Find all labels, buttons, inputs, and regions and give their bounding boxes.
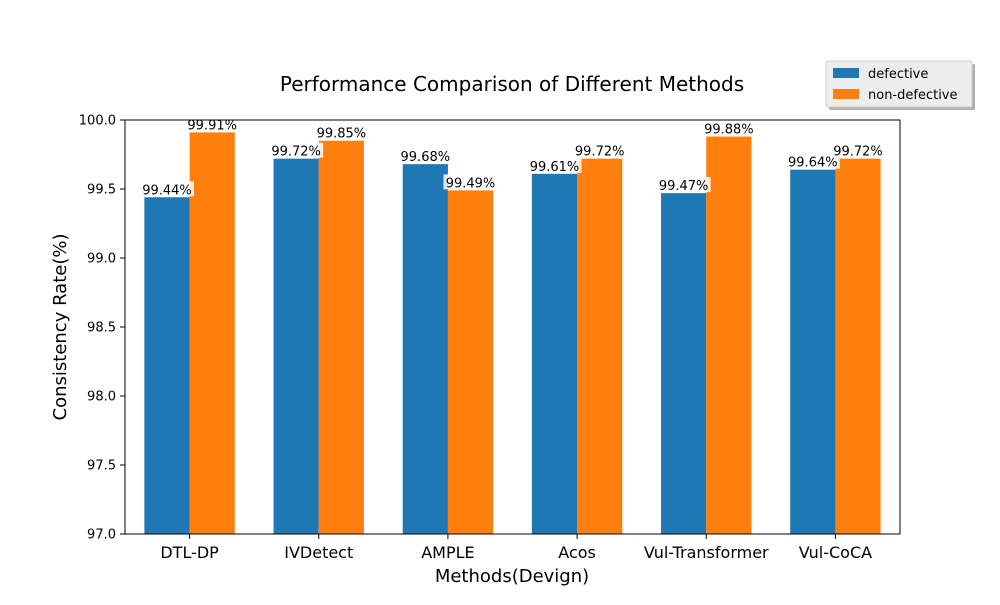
bar-defective-Vul-CoCA xyxy=(790,169,836,534)
plot-frame xyxy=(124,119,901,535)
data-label-non-defective-Vul-CoCA: 99.72% xyxy=(833,145,883,160)
y-tick-label: 97.0 xyxy=(87,528,116,543)
bar-defective-Acos xyxy=(531,173,578,534)
data-label-bg xyxy=(831,142,886,158)
x-tick-label: Vul-CoCA xyxy=(799,543,872,562)
data-label-bg xyxy=(269,142,324,158)
legend: defective non-defective xyxy=(825,60,975,110)
y-tick-label: 100.0 xyxy=(79,114,116,129)
data-label-defective-DTL-DP: 99.44% xyxy=(142,183,192,198)
data-label-non-defective-Vul-Transformer: 99.88% xyxy=(704,123,754,138)
bar-non-defective-AMPLE xyxy=(447,190,494,534)
x-tick-label: AMPLE xyxy=(421,543,474,562)
y-tick-label: 98.5 xyxy=(87,321,116,336)
data-label-bg xyxy=(527,157,582,173)
x-tick-label: DTL-DP xyxy=(160,543,219,562)
plot-area: 99.44% 99.72% 99.68% 99.61% 99.47% 99.64% 99.9… xyxy=(79,114,901,562)
bar-non-defective-Vul-Transformer xyxy=(706,136,752,534)
legend-label-non-defective: non-defective xyxy=(868,88,958,103)
data-label-bg xyxy=(139,181,194,197)
data-label-defective-Vul-CoCA: 99.64% xyxy=(788,156,838,171)
x-tick-label: Vul-Transformer xyxy=(644,543,769,562)
x-tick-label: Acos xyxy=(558,543,596,562)
data-label-non-defective-AMPLE: 99.49% xyxy=(446,176,496,191)
data-label-defective-IVDetect: 99.72% xyxy=(271,145,321,160)
y-tick-label: 99.0 xyxy=(87,252,116,267)
data-label-defective-Acos: 99.61% xyxy=(530,160,580,175)
data-label-defective-Vul-Transformer: 99.47% xyxy=(659,179,709,194)
data-label-bg xyxy=(314,124,369,140)
data-label-bg xyxy=(572,142,627,158)
data-label-bg xyxy=(785,153,840,169)
bar-defective-AMPLE xyxy=(402,164,448,534)
data-label-defective-AMPLE: 99.68% xyxy=(401,150,451,165)
y-tick-label: 99.5 xyxy=(87,183,116,198)
bar-defective-DTL-DP xyxy=(144,197,190,534)
legend-frame xyxy=(825,60,973,108)
legend-swatch-defective xyxy=(833,68,859,78)
data-label-bg xyxy=(701,120,756,136)
y-axis-label: Consistency Rate(%) xyxy=(50,234,71,421)
data-label-non-defective-Acos: 99.72% xyxy=(575,145,625,160)
y-tick-label: 98.0 xyxy=(87,390,116,405)
bar-non-defective-IVDetect xyxy=(318,140,364,534)
bar-non-defective-Vul-CoCA xyxy=(835,158,881,534)
legend-label-defective: defective xyxy=(868,67,928,82)
x-axis-label: Methods(Devign) xyxy=(435,566,589,587)
data-label-bg xyxy=(398,148,453,164)
y-tick-label: 97.5 xyxy=(87,459,116,474)
bar-non-defective-DTL-DP xyxy=(189,132,235,535)
bar-defective-Vul-Transformer xyxy=(661,193,707,534)
legend-swatch-non-defective xyxy=(833,89,859,99)
bar-defective-IVDetect xyxy=(273,158,319,534)
data-label-non-defective-DTL-DP: 99.91% xyxy=(187,118,237,133)
data-label-bg xyxy=(443,174,498,190)
chart-title: Performance Comparison of Different Meth… xyxy=(280,72,744,96)
data-label-bg xyxy=(656,177,711,193)
data-label-non-defective-IVDetect: 99.85% xyxy=(317,127,367,142)
bar-non-defective-Acos xyxy=(577,158,623,534)
x-tick-label: IVDetect xyxy=(284,543,353,562)
